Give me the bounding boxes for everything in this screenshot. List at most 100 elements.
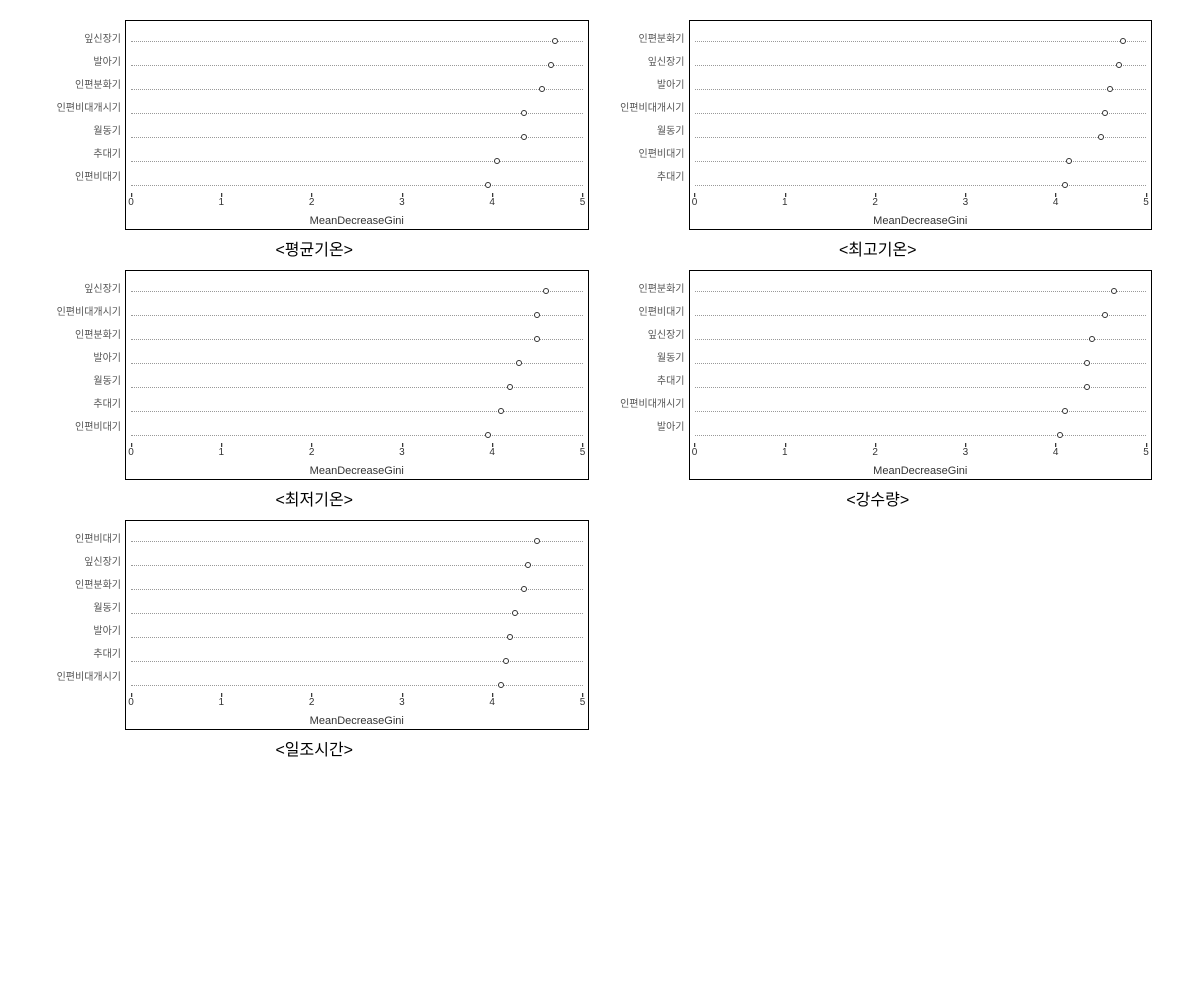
x-tick-value: 0 (128, 697, 134, 708)
data-point (539, 86, 545, 92)
x-tick-mark (221, 443, 222, 447)
chart-title: <일조시간> (275, 736, 353, 760)
x-tick-mark (1056, 193, 1057, 197)
x-tick-value: 1 (219, 447, 225, 458)
data-point (534, 312, 540, 318)
plot-box: 012345MeanDecreaseGini (689, 20, 1153, 230)
chart-container: 잎신장기발아기인편분화기인편비대개시기월동기추대기인편비대기012345Mean… (40, 20, 589, 230)
chart-grid: 잎신장기발아기인편분화기인편비대개시기월동기추대기인편비대기012345Mean… (0, 0, 1192, 780)
guide-line (131, 315, 583, 316)
guide-line (695, 363, 1147, 364)
x-tick-value: 2 (309, 447, 315, 458)
guide-line (131, 137, 583, 138)
y-label: 인편비대개시기 (40, 104, 121, 114)
guide-line (131, 565, 583, 566)
plot-box: 012345MeanDecreaseGini (125, 20, 589, 230)
x-tick-label: 0 (692, 197, 698, 208)
plot-area (695, 279, 1147, 447)
guide-line (131, 637, 583, 638)
guide-line (131, 339, 583, 340)
x-tick-label: 5 (1143, 197, 1149, 208)
x-tick-label: 0 (692, 447, 698, 458)
data-point (498, 408, 504, 414)
data-point (521, 134, 527, 140)
x-tick-mark (221, 693, 222, 697)
x-tick-value: 5 (1143, 197, 1149, 208)
data-point (485, 182, 491, 188)
plot-area (131, 29, 583, 197)
x-tick-mark (965, 193, 966, 197)
x-tick-mark (1146, 443, 1147, 447)
x-tick-value: 0 (128, 447, 134, 458)
x-tick-mark (402, 193, 403, 197)
x-tick-label: 3 (399, 447, 405, 458)
x-tick-label: 5 (580, 197, 586, 208)
x-tick-label: 4 (489, 447, 495, 458)
guide-line (695, 137, 1147, 138)
x-tick-value: 4 (489, 697, 495, 708)
x-tick-mark (131, 193, 132, 197)
chart-container: 인편분화기인편비대기잎신장기월동기추대기인편비대개시기발아기012345Mean… (604, 270, 1153, 480)
x-tick-label: 4 (489, 197, 495, 208)
data-point (552, 38, 558, 44)
guide-line (131, 161, 583, 162)
x-tick-value: 1 (782, 447, 788, 458)
x-tick-mark (875, 193, 876, 197)
chart-container: 인편비대기잎신장기인편분화기월동기발아기추대기인편비대개시기012345Mean… (40, 520, 589, 730)
y-label: 발아기 (40, 627, 121, 637)
x-tick-value: 0 (692, 447, 698, 458)
x-tick-mark (695, 443, 696, 447)
y-label: 인편분화기 (604, 285, 685, 295)
chart-cell-3: 인편분화기인편비대기잎신장기월동기추대기인편비대개시기발아기012345Mean… (604, 270, 1153, 510)
x-axis-label: MeanDecreaseGini (131, 715, 583, 727)
chart-cell-4: 인편비대기잎신장기인편분화기월동기발아기추대기인편비대개시기012345Mean… (40, 520, 589, 760)
data-point (1120, 38, 1126, 44)
data-point (503, 658, 509, 664)
x-tick-value: 0 (128, 197, 134, 208)
guide-line (695, 387, 1147, 388)
guide-line (695, 411, 1147, 412)
plot-box: 012345MeanDecreaseGini (125, 520, 589, 730)
data-point (1107, 86, 1113, 92)
x-tick-label: 1 (219, 697, 225, 708)
guide-line (695, 41, 1147, 42)
x-tick-value: 2 (872, 197, 878, 208)
x-tick-value: 5 (1143, 447, 1149, 458)
chart-title: <강수량> (846, 486, 909, 510)
y-label: 인편분화기 (604, 35, 685, 45)
x-ticks: 012345 (695, 447, 1147, 463)
guide-line (695, 185, 1147, 186)
x-tick-mark (875, 443, 876, 447)
x-axis: 012345MeanDecreaseGini (695, 447, 1147, 479)
guide-line (131, 541, 583, 542)
x-tick-label: 0 (128, 447, 134, 458)
data-point (543, 288, 549, 294)
x-tick-value: 5 (580, 697, 586, 708)
data-point (1116, 62, 1122, 68)
x-tick-label: 1 (219, 197, 225, 208)
data-point (1102, 312, 1108, 318)
y-label: 잎신장기 (604, 331, 685, 341)
guide-line (695, 65, 1147, 66)
y-label: 인편비대기 (604, 150, 685, 160)
x-tick-value: 1 (782, 197, 788, 208)
y-label: 추대기 (604, 173, 685, 183)
x-axis-label: MeanDecreaseGini (695, 215, 1147, 227)
data-point (485, 432, 491, 438)
y-label: 인편비대개시기 (604, 400, 685, 410)
plot-box: 012345MeanDecreaseGini (125, 270, 589, 480)
data-point (516, 360, 522, 366)
data-point (507, 384, 513, 390)
x-tick-label: 3 (399, 197, 405, 208)
data-point (1062, 408, 1068, 414)
guide-line (131, 685, 583, 686)
x-tick-value: 2 (309, 697, 315, 708)
guide-line (131, 291, 583, 292)
data-point (1066, 158, 1072, 164)
x-tick-mark (785, 193, 786, 197)
y-axis-labels: 인편비대기잎신장기인편분화기월동기발아기추대기인편비대개시기 (40, 520, 125, 730)
chart-cell-2: 잎신장기인편비대개시기인편분화기발아기월동기추대기인편비대기012345Mean… (40, 270, 589, 510)
y-label: 발아기 (40, 354, 121, 364)
x-ticks: 012345 (695, 197, 1147, 213)
x-axis-label: MeanDecreaseGini (131, 215, 583, 227)
